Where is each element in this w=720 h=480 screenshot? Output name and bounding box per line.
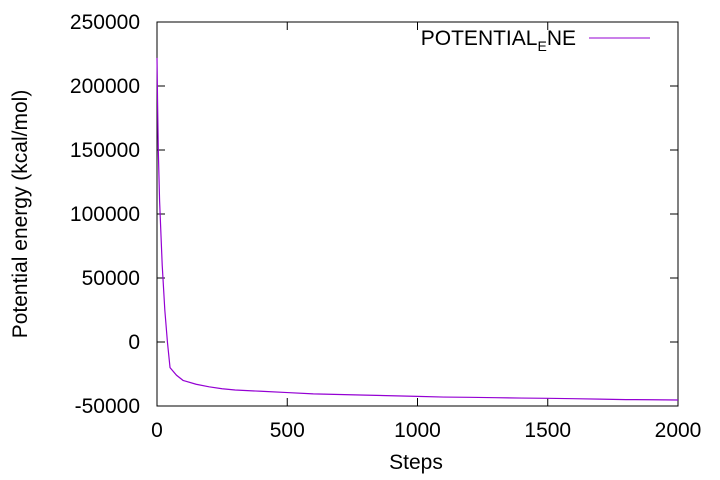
legend-label-rest: NE [547, 27, 576, 50]
y-tick-label: -50000 [75, 395, 140, 418]
plot-frame [156, 21, 679, 407]
y-tick-label: 150000 [70, 139, 140, 162]
series-layer [156, 57, 679, 401]
legend-label: POTENTIALENE [421, 27, 576, 54]
x-tick-label: 0 [151, 419, 163, 442]
series-line [156, 57, 679, 401]
y-tick-labels: -50000 0 50000 100000 150000 200000 250000 [70, 11, 140, 418]
x-tick-label: 1500 [524, 419, 571, 442]
legend-label-main: POTENTIAL [421, 27, 538, 50]
x-tick-label: 1000 [394, 419, 441, 442]
tick-marks [156, 21, 679, 407]
y-tick-label: 200000 [70, 75, 140, 98]
legend: POTENTIALENE [421, 27, 650, 54]
y-tick-label: 250000 [70, 11, 140, 34]
x-axis-label: Steps [389, 451, 443, 474]
y-axis-label: Potential energy (kcal/mol) [9, 90, 32, 339]
legend-label-subscript: E [537, 38, 546, 54]
y-tick-label: 0 [128, 331, 140, 354]
y-tick-label: 50000 [82, 267, 140, 290]
y-tick-label: 100000 [70, 203, 140, 226]
x-tick-label: 2000 [655, 419, 702, 442]
x-tick-label: 500 [270, 419, 305, 442]
x-tick-labels: 0 500 1000 1500 2000 [151, 419, 701, 442]
